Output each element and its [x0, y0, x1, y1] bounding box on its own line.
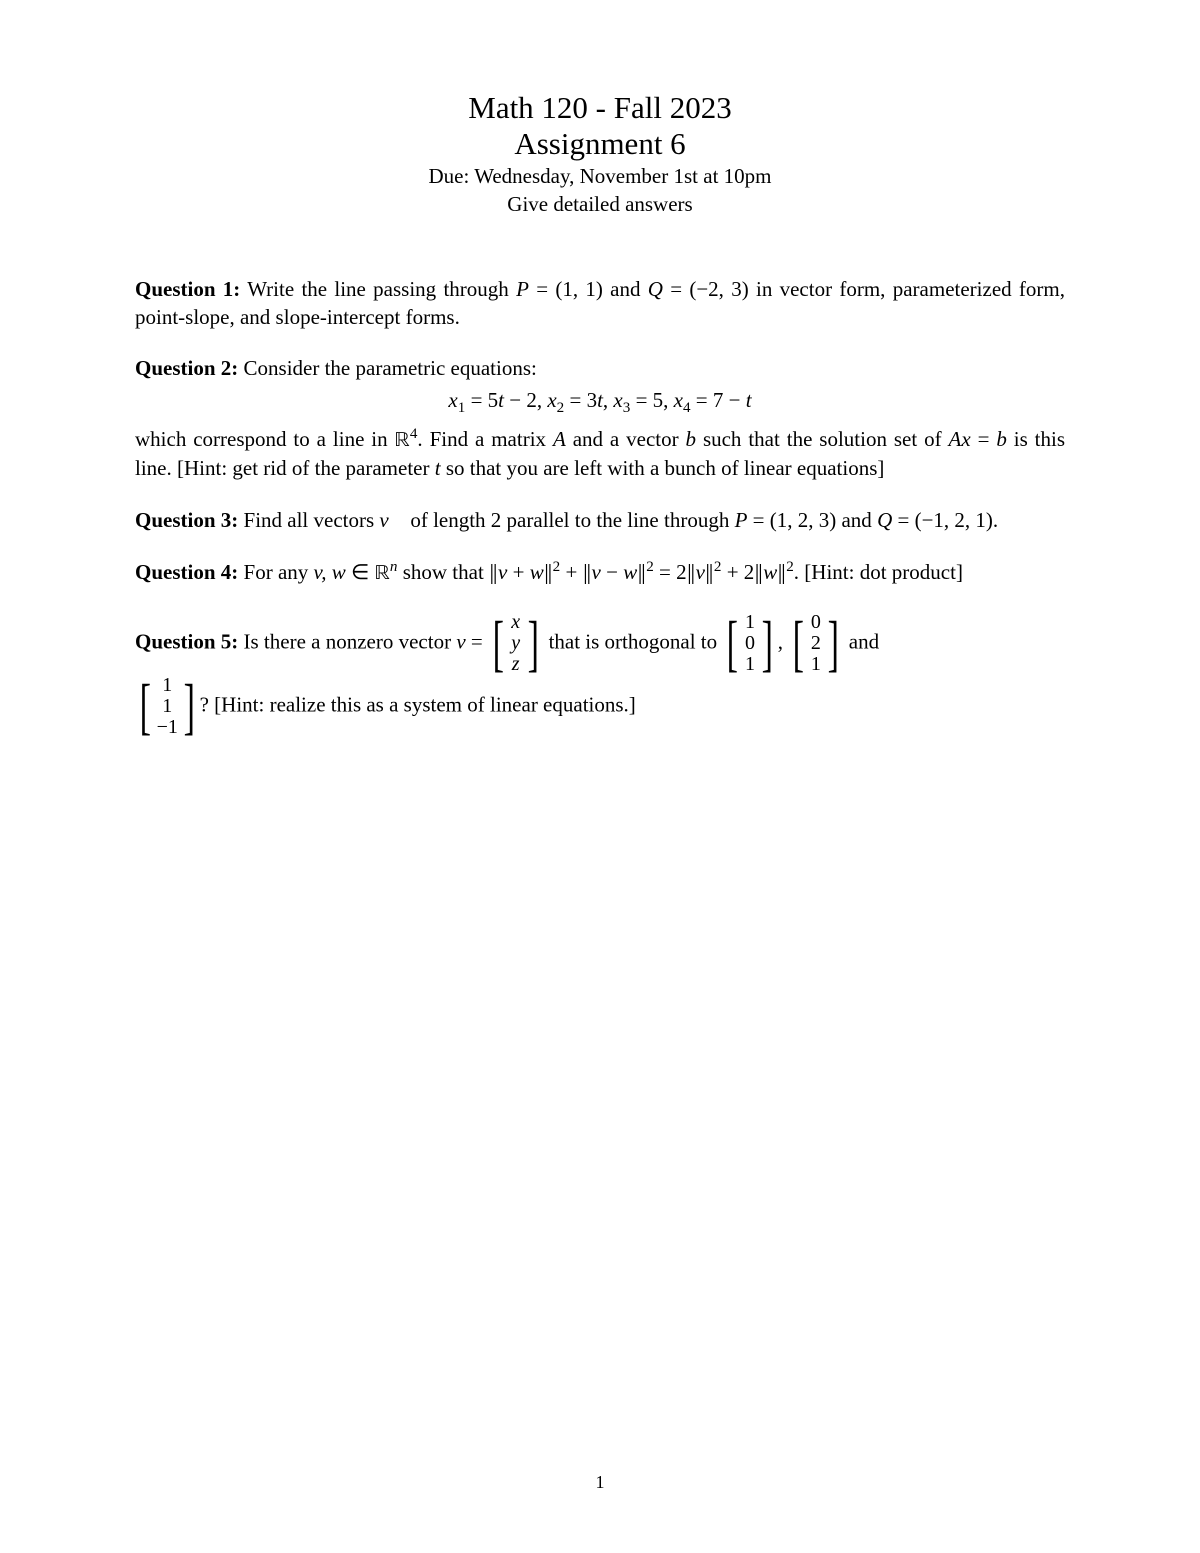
q1-label: Question 1:: [135, 277, 240, 301]
q2-text-b: which correspond to a line in: [135, 427, 395, 451]
instructions: Give detailed answers: [135, 191, 1065, 218]
q4-label: Question 4:: [135, 560, 238, 584]
q2-equation: x1 = 5t − 2, x2 = 3t, x3 = 5, x4 = 7 − t: [135, 387, 1065, 419]
q1-text-a: Write the line passing through: [240, 277, 516, 301]
header: Math 120 - Fall 2023 Assignment 6 Due: W…: [135, 90, 1065, 218]
q5-vec-1: [101]: [722, 612, 777, 675]
q2-label: Question 2:: [135, 356, 238, 380]
q5-vec-3: [ 1 1−1]: [135, 675, 200, 738]
assignment-title: Assignment 6: [135, 126, 1065, 162]
question-4: Question 4: For any v, w ∈ ℝn show that …: [135, 558, 1065, 588]
q2-text-a: Consider the parametric equations:: [238, 356, 537, 380]
course-title: Math 120 - Fall 2023: [135, 90, 1065, 126]
q1-P: P: [516, 277, 529, 301]
page: Math 120 - Fall 2023 Assignment 6 Due: W…: [0, 0, 1200, 1553]
q1-eq1: = (1, 1) and: [529, 277, 648, 301]
q5-vec-v: [xyz]: [488, 612, 543, 675]
due-date: Due: Wednesday, November 1st at 10pm: [135, 163, 1065, 190]
question-1: Question 1: Write the line passing throu…: [135, 276, 1065, 331]
question-3: Question 3: Find all vectors v⃗ of lengt…: [135, 507, 1065, 535]
q3-label: Question 3:: [135, 508, 238, 532]
q1-Q: Q: [648, 277, 663, 301]
q5-vec-2: [021]: [788, 612, 843, 675]
page-number: 1: [0, 1472, 1200, 1493]
q4-equation: ‖v + w‖2 + ‖v − w‖2 = 2‖v‖2 + 2‖w‖2: [489, 560, 794, 584]
q2-R: ℝ: [395, 430, 410, 451]
question-2: Question 2: Consider the parametric equa…: [135, 355, 1065, 482]
q5-label: Question 5:: [135, 629, 238, 653]
question-5: Question 5: Is there a nonzero vector v …: [135, 612, 1065, 738]
